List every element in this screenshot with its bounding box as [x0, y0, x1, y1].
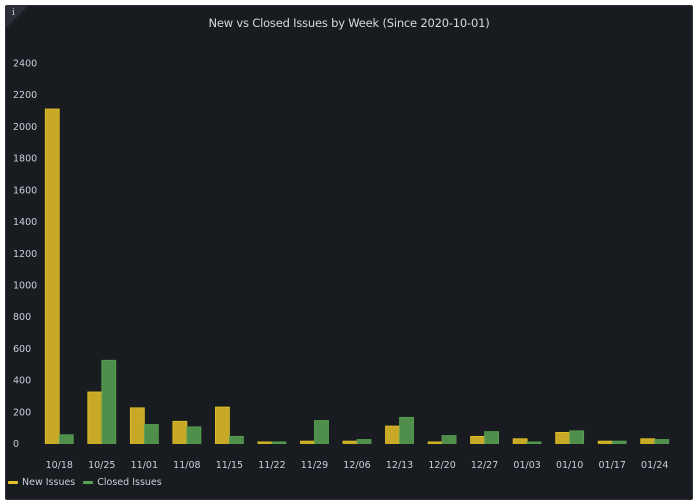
bar-new — [512, 438, 528, 444]
legend-label: Closed Issues — [97, 477, 162, 488]
y-tick-label: 1800 — [13, 154, 37, 165]
bar-closed — [143, 424, 159, 444]
x-tick-label: 12/27 — [471, 460, 498, 471]
bar-new — [44, 108, 60, 444]
bar-closed — [314, 420, 329, 444]
bar-closed — [58, 434, 74, 444]
bar-closed — [611, 440, 627, 444]
bar-new — [640, 438, 656, 444]
y-tick-label: 1200 — [13, 249, 37, 260]
chart-panel: i New vs Closed Issues by Week (Since 20… — [5, 5, 693, 500]
bar-new — [214, 406, 230, 444]
x-tick-label: 10/18 — [46, 460, 73, 471]
info-icon[interactable]: i — [12, 8, 15, 18]
y-tick-label: 1000 — [13, 280, 37, 291]
y-tick-label: 0 — [13, 439, 19, 450]
bar-closed — [484, 431, 500, 444]
bar-closed — [271, 441, 287, 444]
y-tick-label: 1400 — [13, 217, 37, 228]
bar-closed — [654, 439, 670, 444]
legend-label: New Issues — [22, 477, 76, 488]
x-tick-label: 11/01 — [131, 460, 158, 471]
bar-new — [87, 391, 103, 444]
x-tick-label: 12/13 — [386, 460, 413, 471]
x-tick-label: 11/15 — [216, 460, 243, 471]
bar-new — [172, 420, 188, 444]
info-corner[interactable] — [6, 6, 28, 28]
x-tick-label: 10/25 — [88, 460, 115, 471]
legend-item[interactable]: New Issues — [8, 477, 75, 488]
x-tick-label: 01/17 — [599, 460, 626, 471]
x-tick-label: 01/24 — [641, 460, 668, 471]
bar-closed — [186, 426, 202, 444]
legend: New Issues Closed Issues — [8, 477, 162, 488]
bar-new — [342, 440, 358, 444]
x-tick-label: 11/29 — [301, 460, 328, 471]
x-tick-label: 12/20 — [428, 460, 455, 471]
legend-item[interactable]: Closed Issues — [83, 477, 162, 488]
bar-new — [470, 435, 486, 444]
y-tick-label: 600 — [13, 344, 31, 355]
bar-closed — [441, 435, 457, 444]
bar-closed — [356, 439, 372, 444]
bar-closed — [101, 359, 117, 444]
x-tick-label: 12/06 — [343, 460, 370, 471]
bar-new — [129, 407, 145, 444]
bar-new — [257, 441, 273, 444]
bar-new — [427, 441, 443, 444]
bar-new — [597, 440, 613, 444]
x-tick-label: 11/08 — [173, 460, 200, 471]
y-tick-label: 1600 — [13, 185, 37, 196]
y-tick-label: 400 — [13, 376, 31, 387]
y-tick-label: 2000 — [13, 122, 37, 133]
chart-title: New vs Closed Issues by Week (Since 2020… — [208, 16, 490, 30]
x-tick-label: 01/03 — [513, 460, 540, 471]
bar-closed — [228, 435, 244, 444]
legend-swatch — [83, 481, 94, 484]
y-tick-label: 200 — [13, 407, 31, 418]
bar-closed — [526, 441, 542, 444]
bar-closed — [399, 416, 414, 444]
y-tick-label: 2400 — [13, 59, 37, 70]
legend-swatch — [8, 481, 18, 484]
y-tick-label: 800 — [13, 312, 31, 323]
bar-closed — [569, 430, 585, 444]
bar-new — [385, 425, 400, 444]
y-tick-label: 2200 — [13, 90, 37, 101]
x-tick-label: 01/10 — [556, 460, 583, 471]
x-tick-label: 11/22 — [258, 460, 285, 471]
bar-new — [300, 440, 315, 444]
bar-new — [555, 431, 571, 444]
